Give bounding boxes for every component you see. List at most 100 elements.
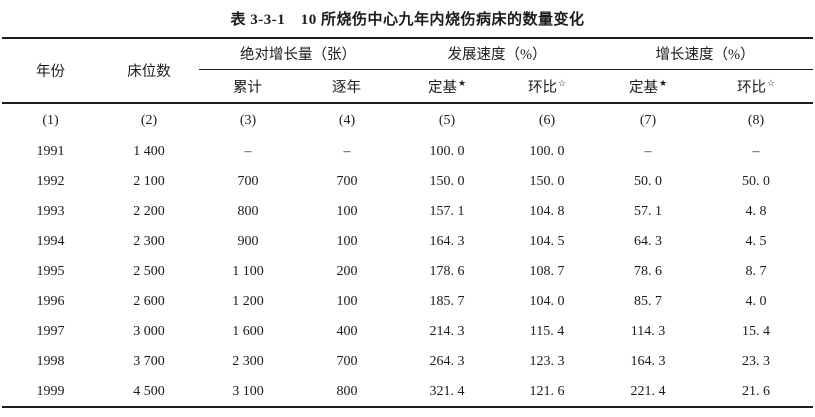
table-row: 1996 2 600 1 200 100 185. 7 104. 0 85. 7 4. 0 <box>2 287 813 317</box>
table-cell: 400 <box>336 324 358 339</box>
table-row: 1997 3 000 1 600 400 214. 3 115. 4 114. 3 15. 4 <box>2 317 813 347</box>
subheader-label: 环比 <box>736 79 766 96</box>
column-number: (3) <box>239 112 257 128</box>
table-cell: 1994 <box>36 234 65 249</box>
table-cell: 104. 8 <box>529 204 565 219</box>
table-cell: 8. 7 <box>745 264 767 279</box>
table-cell: 78. 6 <box>634 264 663 279</box>
table-cell: 15. 4 <box>742 324 771 339</box>
table-cell: 1 100 <box>232 264 264 279</box>
column-number: (8) <box>747 112 765 128</box>
table-cell: 2 100 <box>133 174 165 189</box>
table-cell: 1 600 <box>232 324 264 339</box>
table-cell: 321. 4 <box>429 383 465 399</box>
table-cell: 50. 0 <box>742 174 771 189</box>
table-cell: 50. 0 <box>634 174 663 189</box>
subheader-label: 累计 <box>233 79 262 96</box>
table-cell: 2 500 <box>133 264 165 279</box>
column-number: (6) <box>538 112 556 128</box>
table-cell: 178. 6 <box>429 264 465 279</box>
col-group-development-speed: 发展速度（%） <box>397 38 598 70</box>
table-cell: 121. 6 <box>529 383 565 399</box>
table-cell: 4. 0 <box>745 294 767 309</box>
table-cell: – <box>343 144 351 159</box>
col-group-growth-speed: 增长速度（%） <box>597 38 814 70</box>
table-cell: 185. 7 <box>429 294 465 309</box>
table-row: 1995 2 500 1 100 200 178. 6 108. 7 78. 6 8. 7 <box>2 257 813 287</box>
table-cell: 64. 3 <box>634 234 663 249</box>
table-cell: 100 <box>336 204 358 219</box>
table-cell: 2 200 <box>133 204 165 219</box>
table-cell: 1992 <box>36 174 65 189</box>
col-subheader-chain-dev: 环比☆ <box>497 70 598 104</box>
col-subheader-cumulative: 累计 <box>199 70 297 104</box>
subheader-label: 定基 <box>427 79 457 96</box>
subheader-label: 逐年 <box>332 79 361 96</box>
table-cell: 104. 0 <box>529 294 565 309</box>
table-row: 1992 2 100 700 700 150. 0 150. 0 50. 0 50. 0 <box>2 167 813 197</box>
table-cell: 4. 5 <box>745 234 767 249</box>
table-cell: 1998 <box>36 354 65 369</box>
col-subheader-yearly: 逐年 <box>297 70 397 104</box>
table-cell: 100. 0 <box>429 144 465 159</box>
table-cell: 164. 3 <box>429 234 465 249</box>
table-cell: 115. 4 <box>529 324 565 339</box>
table-cell: 23. 3 <box>742 354 771 369</box>
table-cell: 108. 7 <box>529 264 565 279</box>
table-cell: 1997 <box>36 324 65 339</box>
table-row: 1991 1 400 – – 100. 0 100. 0 – – <box>2 137 813 167</box>
table-cell: 4 500 <box>133 383 165 399</box>
table-cell: 100. 0 <box>529 144 565 159</box>
table-header: 年份 床位数 绝对增长量（张） 发展速度（%） 增长速度（%） 累计 逐年 定基… <box>2 38 814 104</box>
table-cell: 1991 <box>36 144 65 159</box>
hollow-star-icon: ☆ <box>557 77 567 88</box>
table-cell: 4. 8 <box>745 204 767 219</box>
header-sub-row: 累计 逐年 定基★ 环比☆ 定基★ 环比☆ <box>2 70 814 104</box>
table-body: 1991 1 400 – – 100. 0 100. 0 – – 1992 2 100 700 700… <box>2 137 813 407</box>
table-cell: 100 <box>336 234 358 249</box>
table-cell: 164. 3 <box>630 354 666 369</box>
col-group-label: 增长速度（%） <box>597 39 814 70</box>
col-group-label: 绝对增长量（张） <box>199 39 397 70</box>
table-cell: 150. 0 <box>529 174 565 189</box>
subheader-label: 环比 <box>527 79 557 96</box>
col-header-beds: 床位数 <box>99 38 199 104</box>
header-group-row: 年份 床位数 绝对增长量（张） 发展速度（%） 增长速度（%） <box>2 38 814 104</box>
filled-star-icon: ★ <box>457 77 467 88</box>
table-cell: 85. 7 <box>634 294 663 309</box>
table-cell: 3 100 <box>232 383 264 399</box>
table-title: 表 3-3-1 10 所烧伤中心九年内烧伤病床的数量变化 <box>230 12 585 28</box>
table-cell: 100 <box>336 294 358 309</box>
table-cell: 200 <box>336 264 358 279</box>
table-cell: 1 400 <box>133 144 165 159</box>
column-number-section: (1) (2) (3) (4) (5) (6) (7) (8) <box>2 103 813 137</box>
table-cell: 2 300 <box>133 234 165 249</box>
column-number-row: (1) (2) (3) (4) (5) (6) (7) (8) <box>2 103 813 137</box>
col-group-label: 发展速度（%） <box>397 39 598 70</box>
column-number: (7) <box>639 112 657 128</box>
table-cell: 700 <box>336 174 358 189</box>
table-cell: 2 600 <box>133 294 165 309</box>
column-number: (4) <box>338 112 356 128</box>
table-cell: 1999 <box>36 383 65 399</box>
table-row: 1999 4 500 3 100 800 321. 4 121. 6 221. 4 21. 6 <box>2 377 813 407</box>
column-number: (1) <box>42 112 59 128</box>
table-cell: – <box>752 144 760 159</box>
table-row: 1994 2 300 900 100 164. 3 104. 5 64. 3 4. 5 <box>2 227 813 257</box>
table-cell: 157. 1 <box>429 204 465 219</box>
table-cell: 104. 5 <box>529 234 565 249</box>
table-cell: – <box>244 144 252 159</box>
table-cell: 21. 6 <box>742 383 771 399</box>
table-cell: 3 000 <box>133 324 165 339</box>
table-cell: – <box>644 144 652 159</box>
col-subheader-chain-growth: 环比☆ <box>699 70 814 104</box>
table-cell: 123. 3 <box>529 354 565 369</box>
table-cell: 1993 <box>36 204 65 219</box>
table-row: 1993 2 200 800 100 157. 1 104. 8 57. 1 4. 8 <box>2 197 813 227</box>
col-group-absolute-growth: 绝对增长量（张） <box>199 38 397 70</box>
table-cell: 900 <box>237 234 259 249</box>
table-cell: 214. 3 <box>429 324 465 339</box>
table-cell: 3 700 <box>133 354 165 369</box>
column-number: (5) <box>438 112 456 128</box>
